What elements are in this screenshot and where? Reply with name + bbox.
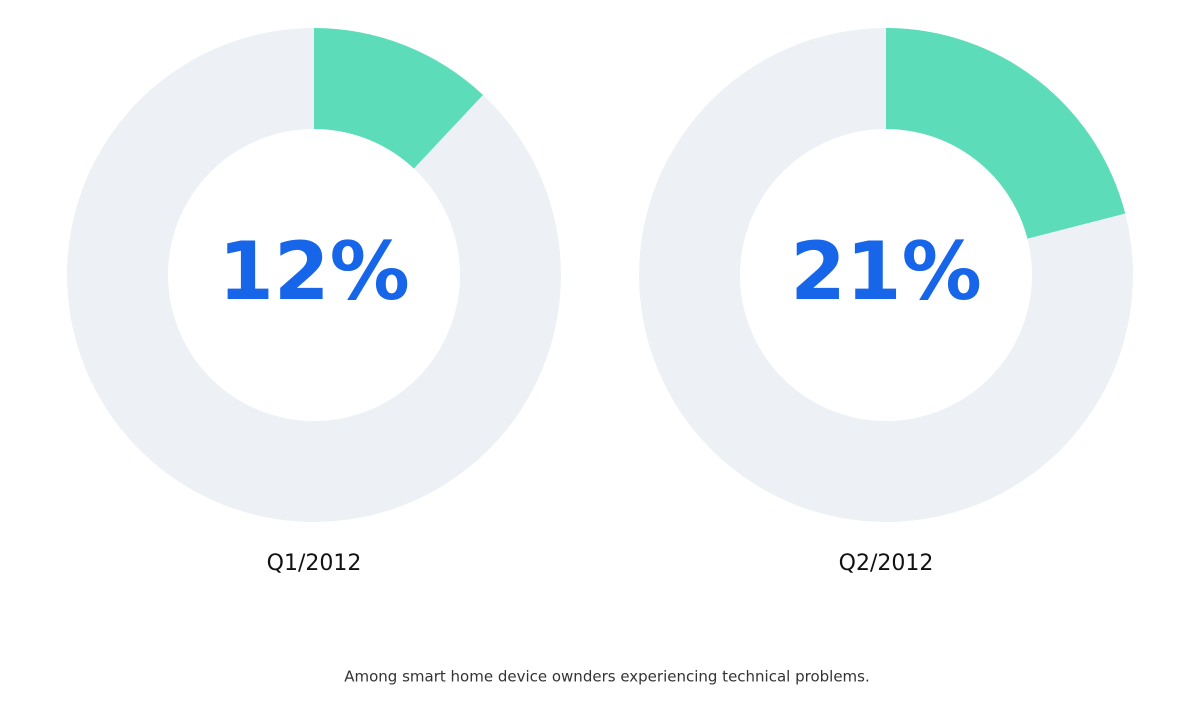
donut-segment <box>67 28 561 522</box>
value-label: 21% <box>790 225 981 318</box>
value-label: 12% <box>218 225 409 318</box>
donut-segment <box>314 28 484 169</box>
chart-label: Q2/2012 <box>839 551 934 576</box>
caption: Among smart home device ownders experien… <box>344 668 870 686</box>
donut-segment <box>886 28 1126 239</box>
chart-label: Q1/2012 <box>267 551 362 576</box>
donut-segment <box>639 28 1133 522</box>
